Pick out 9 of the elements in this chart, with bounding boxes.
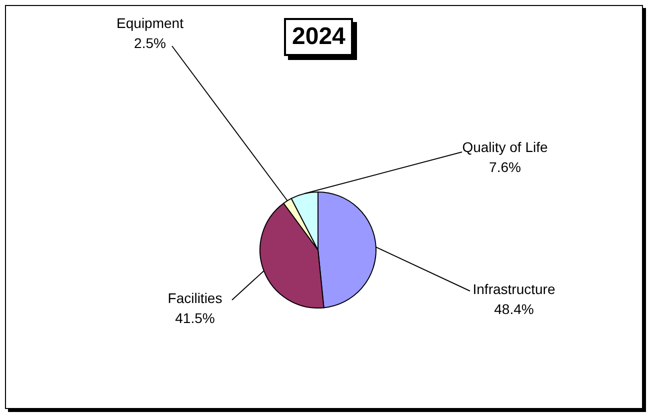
data-label: 41.5%	[175, 310, 215, 326]
slice-label: Infrastructure	[472, 281, 556, 297]
data-label: 2.5%	[134, 35, 166, 51]
slice-label: Quality of Life	[462, 139, 548, 155]
slice-label: Facilities	[168, 290, 222, 306]
data-label: 48.4%	[494, 301, 534, 317]
data-label: 7.6%	[489, 159, 521, 175]
slice-label: Equipment	[116, 15, 184, 31]
chart-title: 2024	[284, 18, 354, 56]
